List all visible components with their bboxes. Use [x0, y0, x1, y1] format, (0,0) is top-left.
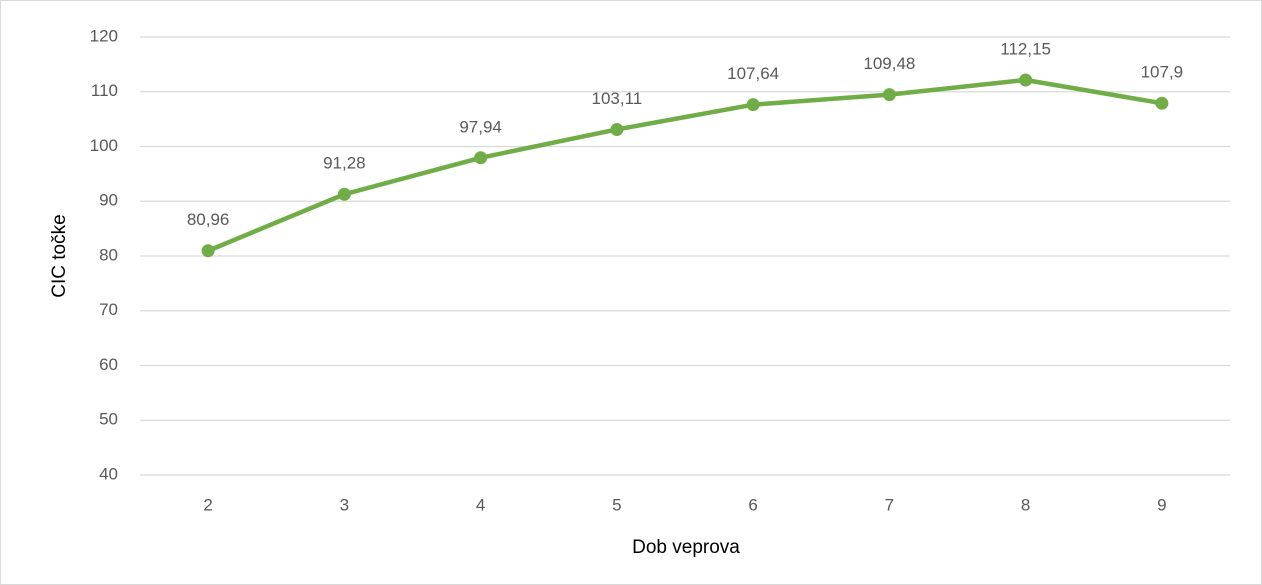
data-label: 112,15: [1000, 39, 1051, 58]
y-tick-label: 90: [99, 191, 118, 210]
y-tick-label: 100: [90, 136, 118, 155]
point-marker: [1019, 73, 1033, 87]
x-tick-label: 5: [612, 495, 621, 514]
y-tick-label: 60: [99, 355, 118, 374]
data-label: 97,94: [459, 117, 502, 136]
y-tick-label: 110: [91, 81, 118, 100]
y-tick-label: 50: [99, 410, 118, 429]
x-tick-label: 7: [885, 495, 894, 514]
y-tick-label: 40: [99, 464, 118, 483]
x-tick-label: 3: [340, 495, 349, 514]
point-marker: [746, 98, 760, 112]
y-axis-label: CIC točke: [49, 214, 70, 297]
data-label: 80,96: [187, 210, 230, 229]
data-label: 107,64: [727, 64, 779, 83]
x-tick-label: 6: [748, 495, 757, 514]
x-tick-label: 2: [203, 495, 212, 514]
point-marker: [474, 151, 488, 165]
y-tick-label: 80: [99, 245, 118, 264]
point-marker: [1155, 96, 1169, 110]
x-tick-label: 9: [1157, 495, 1166, 514]
point-marker: [882, 88, 896, 102]
data-label: 91,28: [323, 154, 366, 173]
x-tick-label: 8: [1021, 495, 1030, 514]
point-marker: [201, 244, 215, 258]
x-axis-label: Dob veprova: [632, 537, 740, 558]
data-label: 109,48: [863, 54, 915, 73]
data-label: 103,11: [592, 89, 643, 108]
x-tick-label: 4: [476, 495, 485, 514]
data-label: 107,9: [1141, 63, 1184, 82]
point-marker: [610, 122, 624, 136]
y-tick-label: 120: [90, 26, 118, 45]
series-line: [207, 77, 1163, 253]
y-tick-label: 70: [99, 300, 118, 319]
point-marker: [337, 187, 351, 201]
